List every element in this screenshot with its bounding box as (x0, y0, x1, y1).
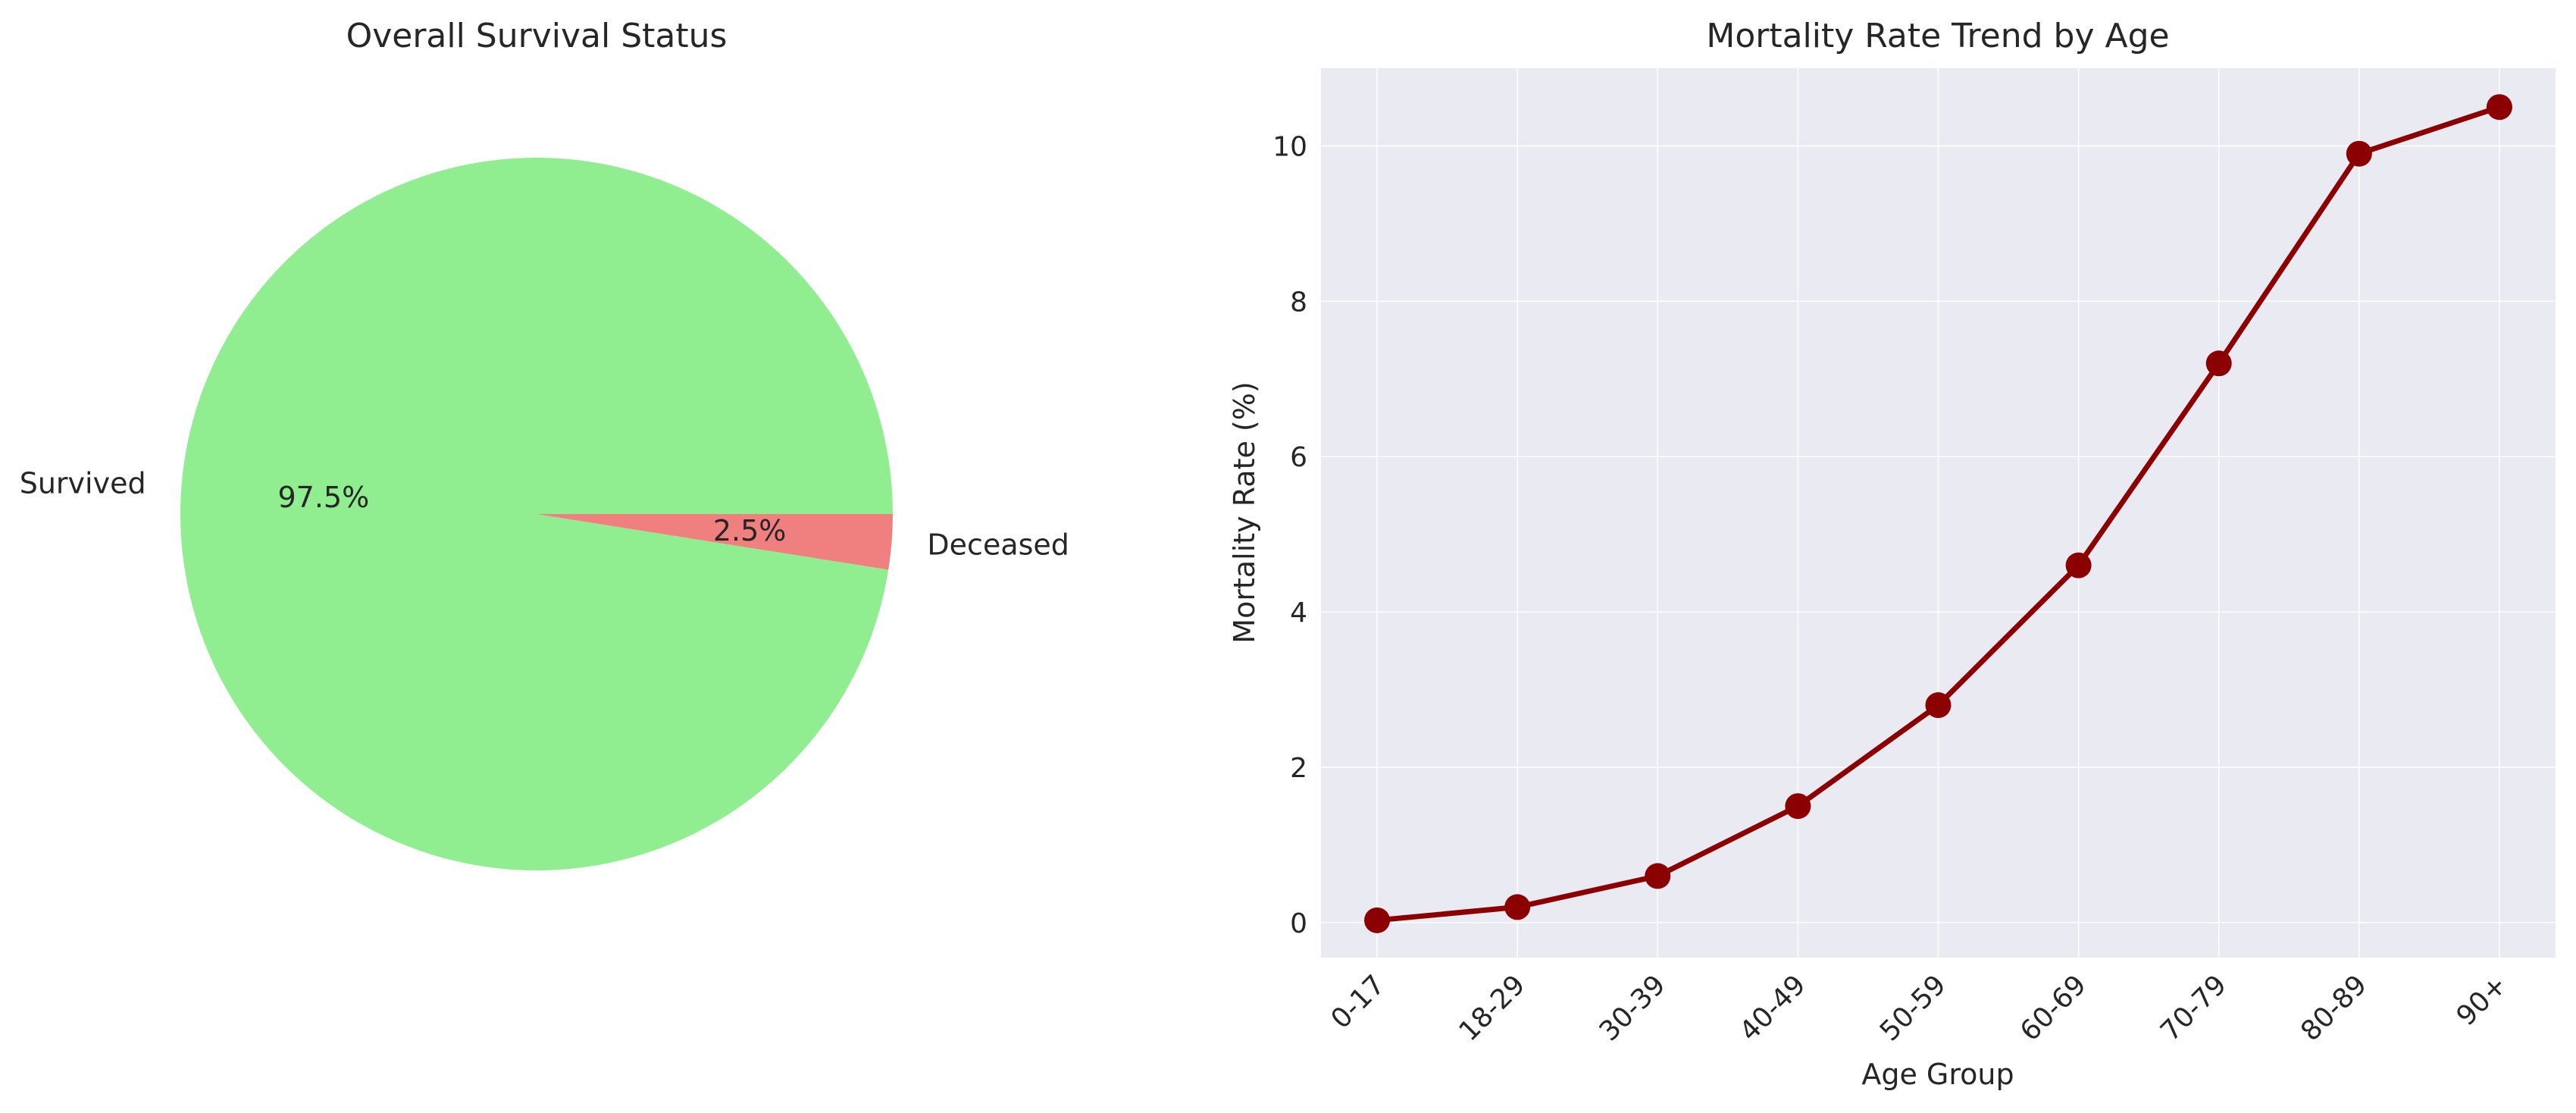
y-tick-label: 6 (1290, 442, 1307, 473)
pie-title: Overall Survival Status (346, 17, 728, 55)
data-point (2205, 350, 2232, 377)
data-point (2346, 140, 2372, 167)
line-chart: Mortality Rate Trend by Age 0 2 4 6 8 10 0-17… (1228, 17, 2556, 1091)
x-tick-label: 70-79 (2155, 969, 2233, 1047)
pie-slice-deceased (537, 514, 893, 570)
series-group (1364, 94, 2512, 933)
x-tick-label: 18-29 (1454, 969, 1532, 1047)
pie-slice-survived (180, 157, 894, 870)
pie-chart: Overall Survival Status Survived 97.5% Dec… (20, 17, 1069, 870)
data-point (2065, 552, 2092, 578)
pie-pct-label-deceased: 2.5% (713, 514, 787, 547)
y-axis-label: Mortality Rate (%) (1228, 381, 1261, 643)
data-point (2486, 94, 2512, 121)
y-tick-label: 8 (1290, 287, 1307, 318)
x-tick-label: 80-89 (2295, 969, 2373, 1047)
y-tick-label: 10 (1272, 131, 1307, 162)
pie-slices (180, 157, 894, 870)
data-point (1504, 894, 1531, 920)
data-point (1645, 863, 1671, 889)
x-tick-labels: 0-17 18-29 30-39 40-49 50-59 60-69 70-79 80-89 9… (1326, 969, 2514, 1047)
data-point (1364, 907, 1391, 933)
pie-label-deceased: Deceased (927, 528, 1069, 562)
pie-labels: Survived 97.5% Deceased 2.5% (20, 466, 1069, 561)
x-tick-label: 30-39 (1594, 969, 1672, 1047)
pie-label-survived: Survived (20, 466, 146, 500)
x-axis-label: Age Group (1861, 1058, 2014, 1091)
x-tick-label: 0-17 (1326, 969, 1391, 1035)
pie-pct-label-survived: 97.5% (278, 481, 370, 514)
data-point (1785, 793, 1811, 820)
y-tick-label: 2 (1290, 753, 1307, 784)
y-tick-labels: 0 2 4 6 8 10 (1272, 131, 1307, 939)
x-tick-label: 50-59 (1874, 969, 1952, 1047)
data-point (1925, 692, 1952, 719)
x-tick-label: 90+ (2451, 969, 2514, 1032)
x-tick-label: 40-49 (1734, 969, 1812, 1047)
y-tick-label: 4 (1290, 597, 1307, 629)
x-tick-label: 60-69 (2014, 969, 2092, 1047)
y-tick-label: 0 (1290, 908, 1307, 939)
line-title: Mortality Rate Trend by Age (1706, 17, 2169, 55)
grid (1321, 68, 2556, 958)
